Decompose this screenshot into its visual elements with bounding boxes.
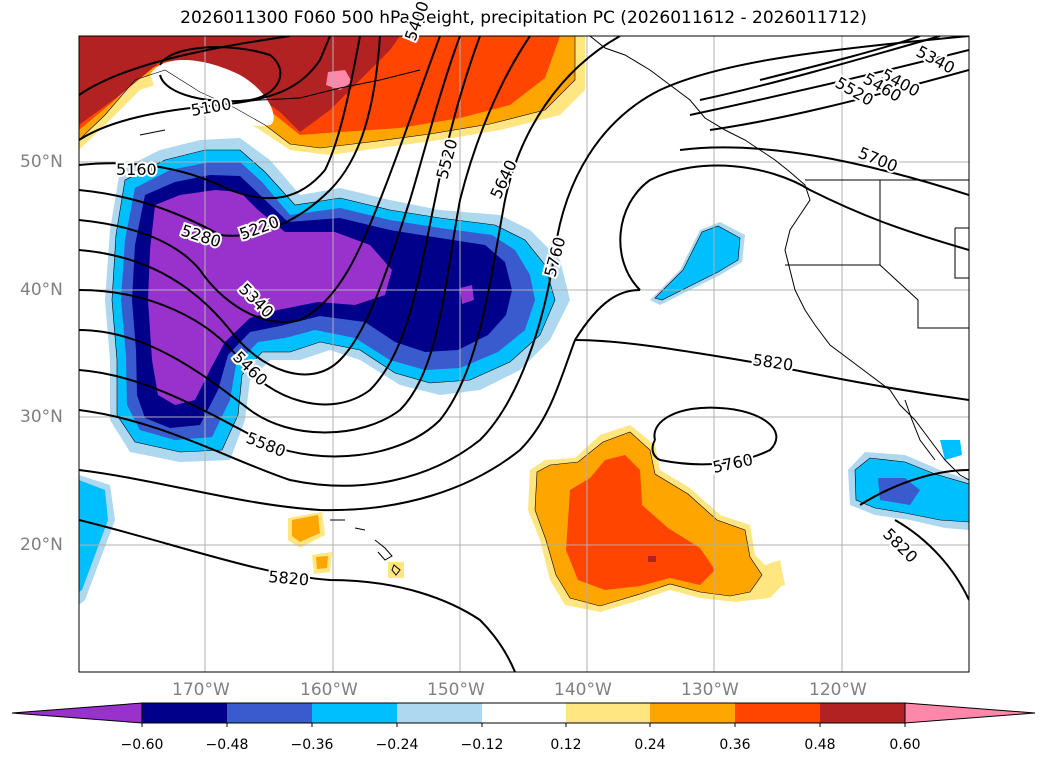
lon-label-120w: 120°W (809, 680, 867, 700)
lat-label-50n: 50°N (20, 152, 63, 172)
shading-outlines (79, 36, 969, 607)
height-contours (79, 36, 969, 672)
coastlines (139, 36, 969, 576)
contour-label: 5160 (116, 160, 157, 179)
colorbar-tick-label: 0.36 (719, 737, 751, 753)
colorbar-tick-label: −0.24 (375, 737, 419, 753)
map-frame (78, 35, 970, 673)
gridlines (79, 36, 969, 672)
colorbar-tick-label: 0.24 (634, 737, 666, 753)
map-plot-area (79, 36, 969, 672)
colorbar-tick-label: 0.12 (550, 737, 582, 753)
colorbar-tick-label: −0.36 (290, 737, 334, 753)
colorbar-tick-label: −0.48 (205, 737, 249, 753)
colorbar (11, 702, 1036, 727)
lat-label-30n: 30°N (20, 407, 63, 427)
colorbar-tick-label: −0.60 (120, 737, 164, 753)
colorbar-min-extend (11, 702, 143, 724)
precip-negative-west (105, 138, 570, 462)
colorbar-tick-label: 0.60 (889, 737, 921, 753)
lon-label-130w: 130°W (681, 680, 739, 700)
colorbar-tick-label: 0.48 (804, 737, 836, 753)
precip-positive-south (288, 425, 785, 612)
map-title: 2026011300 F060 500 hPa height, precipit… (180, 8, 867, 28)
lat-label-20n: 20°N (20, 535, 63, 555)
contour-label: 5820 (268, 567, 310, 589)
colorbar-max-extend (904, 702, 1036, 724)
lat-label-40n: 40°N (20, 280, 63, 300)
lon-label-160w: 160°W (300, 680, 358, 700)
lon-label-170w: 170°W (172, 680, 230, 700)
lon-label-150w: 150°W (427, 680, 485, 700)
lon-label-140w: 140°W (554, 680, 612, 700)
colorbar-tick-label: −0.12 (460, 737, 504, 753)
